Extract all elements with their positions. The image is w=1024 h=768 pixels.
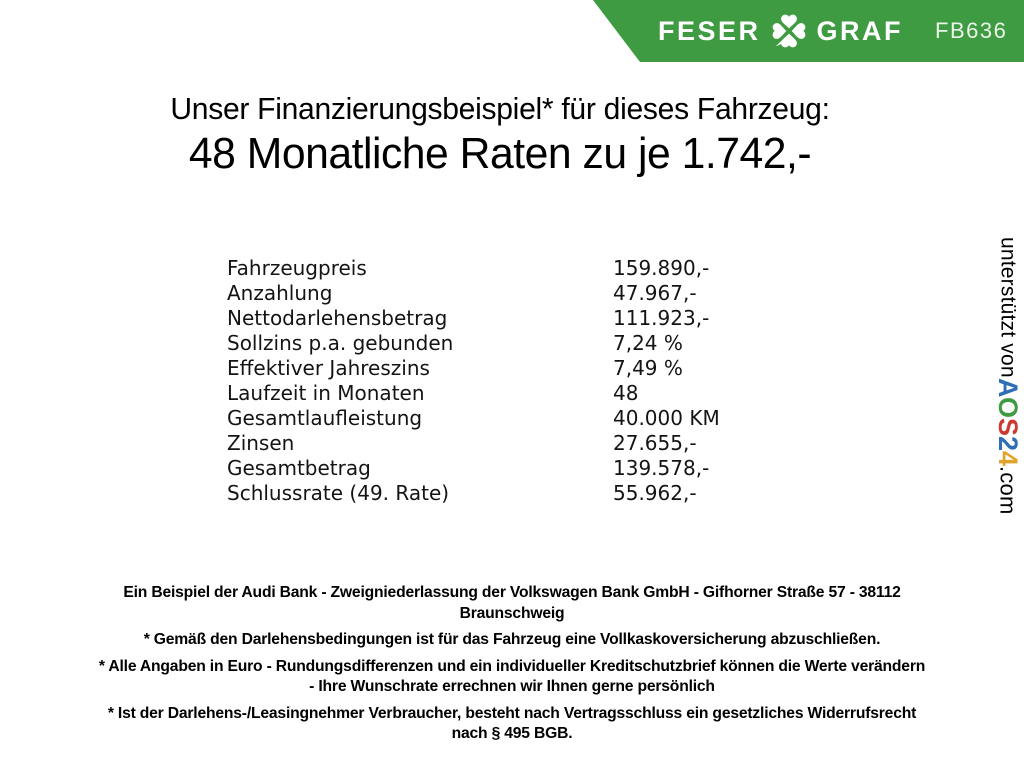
brand-banner-content: FESER GRAF FB636 <box>650 0 1024 62</box>
finance-table: Fahrzeugpreis 159.890,- Anzahlung 47.967… <box>227 256 720 506</box>
disclaimer-withdrawal: * Ist der Darlehens-/Leasingnehmer Verbr… <box>107 704 917 743</box>
table-row: Fahrzeugpreis 159.890,- <box>227 256 720 281</box>
aos24-logo-letter: S <box>993 418 1023 437</box>
aos24-logo-letter: 4 <box>993 451 1023 467</box>
row-value: 27.655,- <box>613 431 697 455</box>
row-label: Nettodarlehensbetrag <box>227 306 448 330</box>
disclaimer-euro: * Alle Angaben in Euro - Rundungsdiffere… <box>98 657 926 696</box>
row-value: 48 <box>613 381 639 405</box>
brand-logo: FESER GRAF <box>658 12 903 50</box>
aos24-logo-letter: A <box>993 377 1023 398</box>
row-label: Sollzins p.a. gebunden <box>227 331 454 355</box>
row-value: 111.923,- <box>613 306 710 330</box>
table-row: Effektiver Jahreszins 7,49 % <box>227 356 720 381</box>
brand-word-feser: FESER <box>658 15 761 46</box>
aos24-logo-letter: 2 <box>993 436 1023 452</box>
row-label: Schlussrate (49. Rate) <box>227 481 450 505</box>
row-value: 139.578,- <box>613 456 710 480</box>
brand-banner: FESER GRAF FB636 <box>593 0 1024 62</box>
row-value: 7,49 % <box>613 356 683 380</box>
disclaimer-insurance: * Gemäß den Darlehensbedingungen ist für… <box>143 631 881 648</box>
brand-word-graf: GRAF <box>816 15 904 46</box>
table-row: Schlussrate (49. Rate) 55.962,- <box>227 481 720 506</box>
table-row: Gesamtlaufleistung 40.000 KM <box>227 406 720 431</box>
offer-code: FB636 <box>935 18 1008 43</box>
table-row: Gesamtbetrag 139.578,- <box>227 456 720 481</box>
supported-by-watermark: unterstützt von A O S 2 4 .com <box>992 237 1023 537</box>
clover-icon <box>772 14 805 48</box>
row-value: 40.000 KM <box>613 406 720 430</box>
aos24-logo-letter: O <box>993 397 1023 419</box>
row-label: Fahrzeugpreis <box>227 256 367 280</box>
table-row: Zinsen 27.655,- <box>227 431 720 456</box>
disclaimer-bank: Ein Beispiel der Audi Bank - Zweignieder… <box>123 584 901 622</box>
disclaimer-footer: Ein Beispiel der Audi Bank - Zweignieder… <box>22 583 1002 751</box>
watermark-prefix: unterstützt von <box>996 237 1020 378</box>
row-label: Gesamtbetrag <box>227 456 371 480</box>
row-value: 7,24 % <box>613 331 683 355</box>
row-value: 55.962,- <box>613 481 697 505</box>
watermark-suffix: .com <box>995 466 1021 515</box>
table-row: Laufzeit in Monaten 48 <box>227 381 720 406</box>
headline-intro: Unser Finanzierungsbeispiel* für dieses … <box>170 91 830 126</box>
headline: Unser Finanzierungsbeispiel* für dieses … <box>0 90 1000 180</box>
row-label: Gesamtlaufleistung <box>227 406 423 430</box>
row-label: Zinsen <box>227 431 295 455</box>
row-label: Effektiver Jahreszins <box>227 356 430 380</box>
table-row: Anzahlung 47.967,- <box>227 281 720 306</box>
row-value: 159.890,- <box>613 256 710 280</box>
row-value: 47.967,- <box>613 281 697 305</box>
row-label: Anzahlung <box>227 281 333 305</box>
headline-rate: 48 Monatliche Raten zu je 1.742,- <box>188 129 812 178</box>
row-label: Laufzeit in Monaten <box>227 381 425 405</box>
table-row: Sollzins p.a. gebunden 7,24 % <box>227 331 720 356</box>
table-row: Nettodarlehensbetrag 111.923,- <box>227 306 720 331</box>
